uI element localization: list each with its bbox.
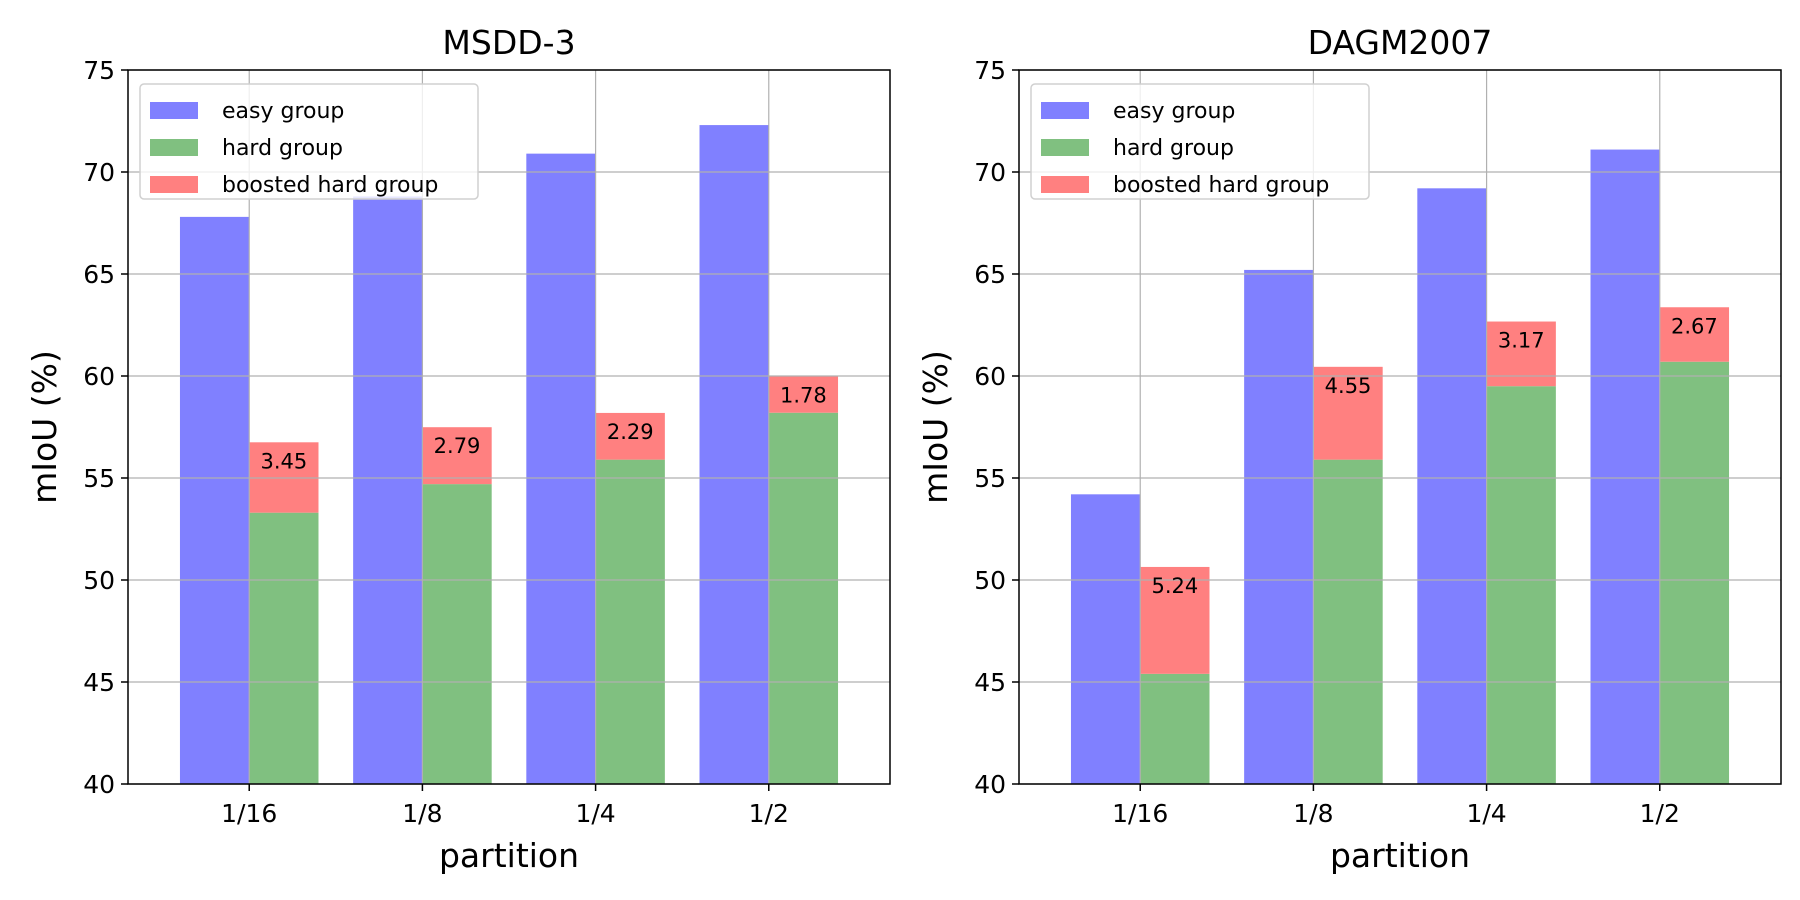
legend-label: hard group — [1113, 136, 1234, 161]
y-tick-label: 55 — [974, 464, 1006, 493]
y-tick-label: 75 — [974, 56, 1006, 85]
data-label: 2.29 — [607, 420, 654, 444]
x-tick-label: 1/8 — [1293, 799, 1333, 828]
data-label: 2.67 — [1671, 314, 1718, 338]
bar-boosted-1-3 — [1659, 307, 1730, 362]
y-tick-label: 60 — [974, 362, 1006, 391]
x-tick-label: 1/8 — [402, 799, 442, 828]
y-tick-label: 70 — [83, 158, 115, 187]
y-tick-label: 75 — [83, 56, 115, 85]
bar-hard-0-1 — [422, 484, 492, 784]
legend-swatch — [1041, 139, 1089, 156]
bar-boosted-0-1 — [422, 427, 492, 485]
data-label: 2.79 — [434, 434, 481, 458]
bar-easy-1-0 — [1070, 494, 1141, 784]
legend-label: easy group — [222, 99, 344, 124]
bar-easy-0-1 — [353, 196, 423, 785]
data-label: 5.24 — [1151, 574, 1198, 598]
x-tick-label: 1/4 — [1466, 799, 1506, 828]
legend-label: boosted hard group — [1113, 173, 1329, 198]
y-tick-label: 70 — [974, 158, 1006, 187]
bar-easy-0-3 — [699, 125, 769, 784]
bar-hard-1-2 — [1486, 386, 1556, 784]
bar-hard-0-0 — [249, 512, 319, 784]
bar-boosted-0-2 — [595, 412, 665, 460]
legend-label: boosted hard group — [222, 173, 438, 198]
legend-swatch — [150, 139, 198, 156]
data-label: 3.17 — [1498, 329, 1545, 353]
x-tick-label: 1/4 — [575, 799, 615, 828]
y-tick-label: 50 — [974, 566, 1006, 595]
bar-easy-1-2 — [1417, 188, 1487, 784]
y-axis-title: mIoU (%) — [25, 350, 64, 504]
y-tick-label: 65 — [83, 260, 115, 289]
chart-title: DAGM2007 — [1308, 23, 1493, 62]
bar-easy-1-3 — [1590, 149, 1660, 784]
bar-hard-0-3 — [768, 412, 839, 784]
bar-easy-0-0 — [179, 216, 250, 784]
y-tick-label: 45 — [974, 668, 1006, 697]
legend-swatch — [150, 176, 198, 193]
y-tick-label: 45 — [83, 668, 115, 697]
x-tick-label: 1/16 — [221, 799, 277, 828]
chart-title: MSDD-3 — [442, 23, 575, 62]
x-axis-title: partition — [439, 836, 579, 875]
data-label: 1.78 — [780, 383, 827, 407]
bar-hard-1-1 — [1313, 459, 1383, 784]
plot-frame — [127, 69, 891, 785]
bar-boosted-1-0 — [1140, 566, 1210, 674]
legend-swatch — [150, 102, 198, 119]
bar-hard-0-2 — [595, 459, 665, 784]
bar-boosted-1-1 — [1313, 366, 1383, 460]
legend — [1030, 83, 1370, 200]
data-label: 4.55 — [1325, 374, 1372, 398]
bar-easy-0-2 — [526, 153, 596, 784]
y-tick-label: 50 — [83, 566, 115, 595]
y-axis-title: mIoU (%) — [916, 350, 955, 504]
bar-easy-1-1 — [1244, 269, 1314, 784]
y-tick-label: 40 — [83, 770, 115, 799]
chart-msdd3: 3.45 2.79 2.29 1.78 40 45 50 55 60 65 70 75 1/16 1/8 1… — [25, 23, 891, 875]
x-tick-label: 1/16 — [1112, 799, 1168, 828]
plot-frame — [1018, 69, 1782, 785]
data-label: 3.45 — [260, 449, 307, 473]
y-tick-label: 40 — [974, 770, 1006, 799]
legend-swatch — [1041, 102, 1089, 119]
bar-hard-1-0 — [1140, 673, 1210, 784]
legend-swatch — [1041, 176, 1089, 193]
bar-hard-1-3 — [1659, 361, 1730, 784]
x-tick-label: 1/2 — [1640, 799, 1680, 828]
legend-label: hard group — [222, 136, 343, 161]
legend-label: easy group — [1113, 99, 1235, 124]
x-axis-title: partition — [1330, 836, 1470, 875]
legend — [139, 83, 479, 200]
chart-dagm2007: 5.24 4.55 3.17 2.67 40 45 50 55 60 65 70 75 1/16 1/8 1… — [916, 23, 1782, 875]
bar-boosted-0-3 — [768, 376, 839, 413]
y-tick-label: 65 — [974, 260, 1006, 289]
y-tick-label: 60 — [83, 362, 115, 391]
y-tick-label: 55 — [83, 464, 115, 493]
x-tick-label: 1/2 — [749, 799, 789, 828]
